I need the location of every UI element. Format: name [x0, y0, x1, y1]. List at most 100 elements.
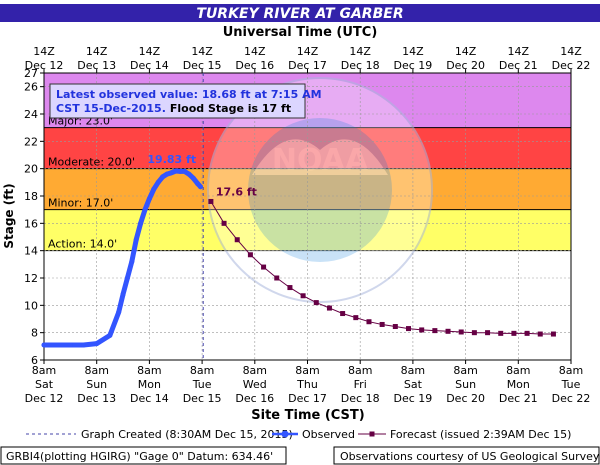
x-tick-date-0: Dec 12	[25, 392, 64, 405]
forecast-point-18	[445, 328, 451, 334]
y-tick-label-4: 14	[24, 245, 38, 258]
x-tick-day-0: Sat	[35, 378, 54, 391]
watermark-outer-ring	[207, 77, 433, 303]
forecast-point-19	[458, 329, 464, 335]
footer-datum-box	[0, 446, 287, 465]
forecast-point-16	[419, 327, 425, 333]
forecast-point-23	[511, 330, 517, 336]
observed-point-22	[190, 175, 196, 181]
watermark-noaa-text: NOAA	[272, 143, 369, 178]
y-axis-title: Stage (ft)	[2, 183, 16, 248]
top-x-tick-date-10: Dec 22	[552, 59, 591, 72]
forecast-start-label: 17.6 ft	[216, 185, 257, 198]
top-x-tick-time-3: 14Z	[191, 45, 213, 58]
title-bar	[0, 4, 600, 22]
x-tick-time-9: 8am	[506, 364, 530, 377]
y-tick-label-6: 18	[24, 190, 38, 203]
forecast-point-21	[485, 330, 491, 336]
top-x-tick-date-6: Dec 18	[341, 59, 380, 72]
forecast-point-7	[300, 293, 306, 299]
observed-point-11	[142, 207, 148, 213]
flood-band-label-2: Moderate: 20.0'	[48, 156, 135, 169]
x-tick-day-6: Fri	[354, 378, 367, 391]
top-x-tick-time-0: 14Z	[33, 45, 55, 58]
x-tick-date-4: Dec 16	[235, 392, 274, 405]
y-tick-label-7: 20	[24, 163, 38, 176]
footer-datum: GRBI4(plotting HGIRG) "Gage 0" Datum: 63…	[6, 450, 273, 463]
x-tick-date-2: Dec 14	[130, 392, 169, 405]
top-x-tick-time-7: 14Z	[402, 45, 424, 58]
forecast-point-13	[379, 321, 385, 327]
observed-point-2	[81, 342, 87, 348]
observed-point-24	[197, 184, 203, 190]
y-tick-label-0: 6	[31, 354, 38, 367]
value-labels: 19.83 ft 17.6 ft	[147, 153, 256, 198]
observed-point-18	[173, 168, 179, 174]
watermark-bird	[252, 139, 388, 175]
x-tick-day-9: Mon	[507, 378, 530, 391]
peak-value-label: 19.83 ft	[147, 153, 196, 166]
forecast-point-9	[326, 305, 332, 311]
forecast-point-12	[366, 319, 372, 325]
y-tick-label-2: 10	[24, 299, 38, 312]
forecast-point-2	[234, 237, 240, 243]
y-tick-label-5: 16	[24, 217, 38, 230]
top-x-tick-date-2: Dec 14	[130, 59, 169, 72]
observed-point-1	[67, 342, 73, 348]
x-tick-date-5: Dec 17	[288, 392, 327, 405]
forecast-series	[208, 198, 556, 337]
noaa-watermark: NOAA	[207, 77, 433, 303]
observed-point-4	[107, 332, 113, 338]
info-date: CST 15-Dec-2015.	[56, 102, 166, 115]
forecast-point-1	[221, 220, 227, 226]
top-x-tick-time-5: 14Z	[297, 45, 319, 58]
observed-point-17	[168, 170, 174, 176]
top-x-tick-time-10: 14Z	[560, 45, 582, 58]
observed-series	[41, 168, 203, 348]
forecast-point-17	[432, 328, 438, 334]
forecast-point-25	[537, 331, 543, 337]
y-tick-label-8: 22	[24, 135, 38, 148]
top-x-tick-date-8: Dec 20	[446, 59, 485, 72]
x-tick-day-7: Sat	[404, 378, 423, 391]
x-tick-date-10: Dec 22	[552, 392, 591, 405]
y-tick-label-10: 26	[24, 81, 38, 94]
x-tick-day-5: Thu	[296, 378, 318, 391]
info-flood-stage: CST 15-Dec-2015. Flood Stage is 17 ft	[56, 102, 291, 115]
top-x-tick-date-9: Dec 21	[499, 59, 538, 72]
x-tick-day-10: Tue	[561, 378, 581, 391]
top-axis-title: Universal Time (UTC)	[223, 25, 378, 40]
top-x-tick-time-2: 14Z	[139, 45, 161, 58]
top-x-tick-time-6: 14Z	[349, 45, 371, 58]
legend-forecast: Forecast (issued 2:39AM Dec 15)	[390, 428, 571, 441]
x-tick-time-3: 8am	[190, 364, 214, 377]
info-latest-observed: Latest observed value: 18.68 ft at 7:15 …	[56, 88, 322, 101]
x-tick-date-6: Dec 18	[341, 392, 380, 405]
observed-point-21	[186, 171, 192, 177]
top-x-tick-date-5: Dec 17	[288, 59, 327, 72]
observed-point-20	[182, 168, 188, 174]
x-tick-date-9: Dec 21	[499, 392, 538, 405]
forecast-point-3	[247, 252, 253, 258]
x-tick-time-5: 8am	[295, 364, 319, 377]
forecast-point-15	[406, 326, 412, 332]
forecast-point-22	[498, 330, 504, 336]
info-box	[49, 83, 306, 119]
x-tick-date-3: Dec 15	[183, 392, 222, 405]
observed-point-0	[41, 342, 47, 348]
x-tick-day-3: Tue	[192, 378, 212, 391]
y-tick-label-9: 24	[24, 108, 38, 121]
x-tick-day-1: Sun	[86, 378, 107, 391]
top-x-tick-time-4: 14Z	[244, 45, 266, 58]
observed-point-7	[124, 275, 130, 281]
forecast-point-4	[261, 264, 267, 270]
top-x-tick-date-3: Dec 15	[183, 59, 222, 72]
x-tick-time-10: 8am	[559, 364, 583, 377]
y-tick-label-1: 8	[31, 327, 38, 340]
forecast-point-10	[340, 311, 346, 317]
legend-observed: Observed	[302, 428, 355, 441]
footer-credit-box	[333, 446, 600, 465]
